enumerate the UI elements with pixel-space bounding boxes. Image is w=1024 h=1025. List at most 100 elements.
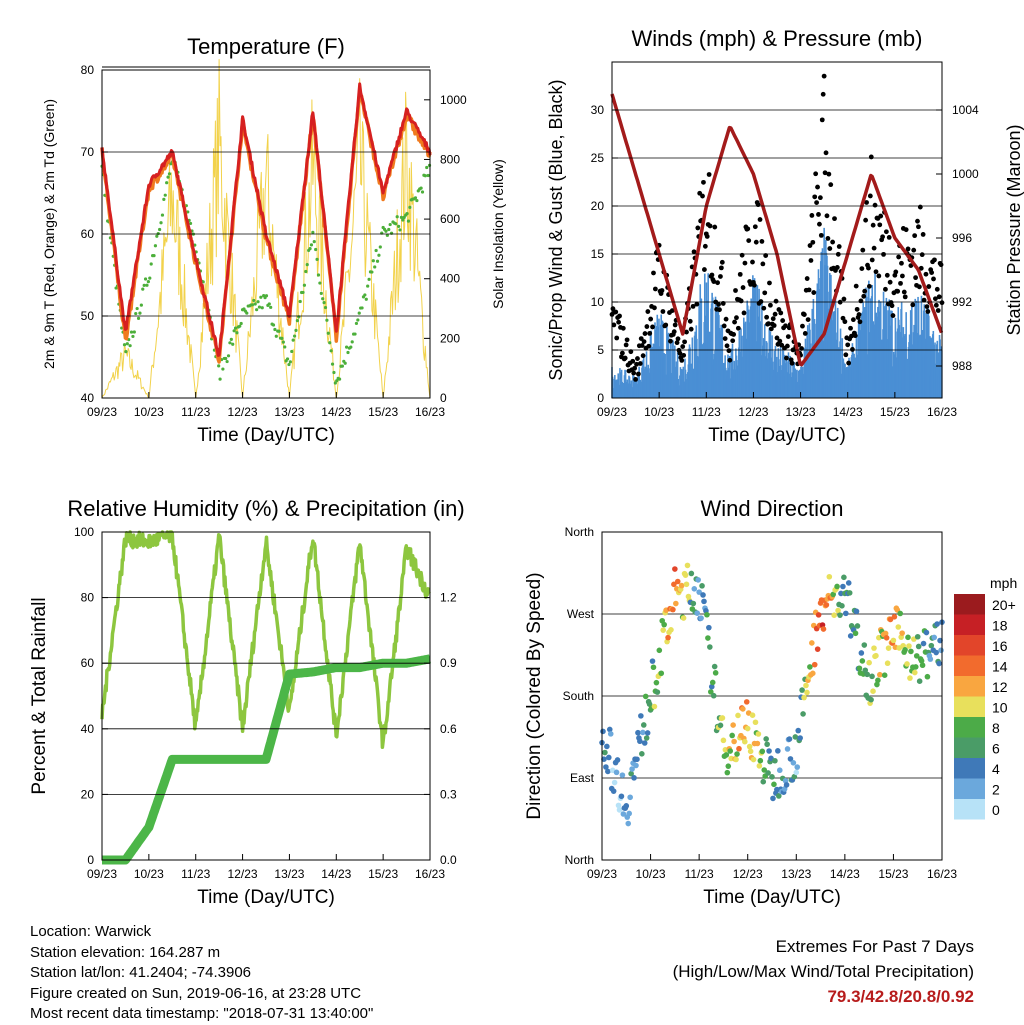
- point-gust: [704, 234, 710, 239]
- point-gust: [620, 325, 626, 331]
- point-gust: [740, 285, 746, 290]
- point-wind-direction: [747, 748, 754, 755]
- point-gust: [867, 193, 873, 199]
- y-tick-label: 25: [591, 151, 605, 165]
- point-wind-direction: [707, 644, 713, 650]
- point-wind-direction: [804, 689, 810, 696]
- legend-swatch: [954, 594, 985, 615]
- x-tick-label: 13/23: [274, 867, 304, 881]
- point-gust: [784, 343, 790, 349]
- point-gust: [768, 302, 773, 308]
- point-wind-direction: [938, 647, 944, 654]
- point-wind-direction: [635, 729, 641, 736]
- point-gust: [614, 335, 620, 341]
- point-gust: [817, 195, 823, 201]
- x-tick-label: 12/23: [228, 405, 258, 419]
- point-wind-direction: [794, 764, 801, 770]
- x-tick-label: 12/23: [733, 867, 763, 881]
- point-gust: [818, 232, 824, 238]
- point-wind-direction: [841, 574, 847, 581]
- point-dewpoint: [217, 364, 221, 368]
- legend-label: 4: [992, 761, 1000, 777]
- point-wind-direction: [766, 748, 772, 754]
- point-gust: [742, 260, 748, 266]
- point-gust: [687, 318, 693, 324]
- point-wind-direction: [755, 731, 762, 737]
- point-wind-direction: [729, 732, 735, 739]
- point-dewpoint: [155, 234, 159, 238]
- extremes-values: 79.3/42.8/20.8/0.92: [827, 987, 974, 1006]
- point-gust: [652, 286, 658, 292]
- y-tick-label: 80: [81, 63, 95, 77]
- point-gust: [733, 288, 738, 293]
- point-gust: [737, 271, 743, 277]
- point-dewpoint: [304, 269, 308, 274]
- point-wind-direction: [883, 635, 890, 641]
- point-wind-direction: [730, 722, 736, 728]
- point-dewpoint: [167, 172, 172, 176]
- point-dewpoint: [132, 330, 136, 334]
- point-dewpoint: [323, 305, 328, 310]
- point-gust: [915, 218, 920, 224]
- x-axis-title: Time (Day/UTC): [197, 887, 335, 908]
- point-dewpoint: [224, 356, 228, 361]
- point-wind-direction: [706, 624, 712, 631]
- point-gust: [719, 259, 725, 265]
- point-dewpoint: [353, 332, 357, 336]
- station-info: Location: Warwick Station elevation: 164…: [30, 922, 373, 1025]
- point-gust: [644, 324, 650, 329]
- point-wind-direction: [639, 751, 645, 757]
- point-gust: [632, 365, 638, 371]
- point-dewpoint: [280, 336, 284, 341]
- point-gust: [801, 312, 807, 317]
- point-wind-direction: [641, 740, 648, 746]
- point-gust: [883, 229, 889, 235]
- y-tick-label: 40: [81, 391, 95, 405]
- point-gust: [751, 282, 757, 288]
- point-wind-direction: [604, 743, 610, 750]
- point-gust: [616, 319, 621, 325]
- point-dewpoint: [415, 198, 419, 203]
- legend-swatch: [954, 799, 985, 820]
- point-gust: [760, 261, 766, 267]
- point-wind-direction: [628, 770, 634, 777]
- point-wind-direction: [731, 738, 737, 745]
- point-gust: [931, 276, 936, 282]
- point-wind-direction: [682, 572, 689, 578]
- point-dewpoint: [377, 253, 381, 257]
- point-gust: [723, 316, 729, 322]
- x-tick-label: 14/23: [321, 867, 351, 881]
- point-dewpoint: [356, 318, 360, 322]
- point-wind-direction: [923, 629, 930, 636]
- point-gust: [681, 352, 687, 358]
- x-tick-label: 11/23: [692, 405, 721, 419]
- y-tick-label: 0: [87, 853, 94, 867]
- point-dewpoint: [312, 240, 316, 244]
- y-tick-label: 20: [591, 199, 605, 213]
- point-gust: [853, 283, 859, 289]
- point-wind-direction: [710, 692, 717, 699]
- point-gust: [918, 265, 924, 271]
- point-gust: [688, 326, 694, 332]
- x-axis-title: Time (Day/UTC): [703, 887, 841, 908]
- point-gust: [857, 319, 863, 325]
- point-dewpoint: [426, 173, 430, 178]
- point-gust: [701, 179, 706, 185]
- point-wind-direction: [912, 669, 918, 676]
- point-gust: [726, 348, 732, 354]
- legend-label: 14: [992, 659, 1008, 675]
- point-gust: [617, 313, 622, 319]
- point-gust: [933, 296, 938, 302]
- point-gust: [901, 289, 907, 295]
- point-gust: [876, 273, 882, 279]
- point-wind-direction: [810, 670, 816, 677]
- y-tick-label-right: 0.9: [440, 656, 457, 670]
- point-gust: [766, 321, 771, 327]
- y-tick-label-right: 800: [440, 152, 460, 166]
- point-wind-direction: [660, 627, 666, 633]
- point-dewpoint: [124, 350, 128, 354]
- point-wind-direction: [690, 600, 697, 607]
- point-wind-direction: [800, 711, 806, 717]
- point-wind-direction: [700, 592, 706, 598]
